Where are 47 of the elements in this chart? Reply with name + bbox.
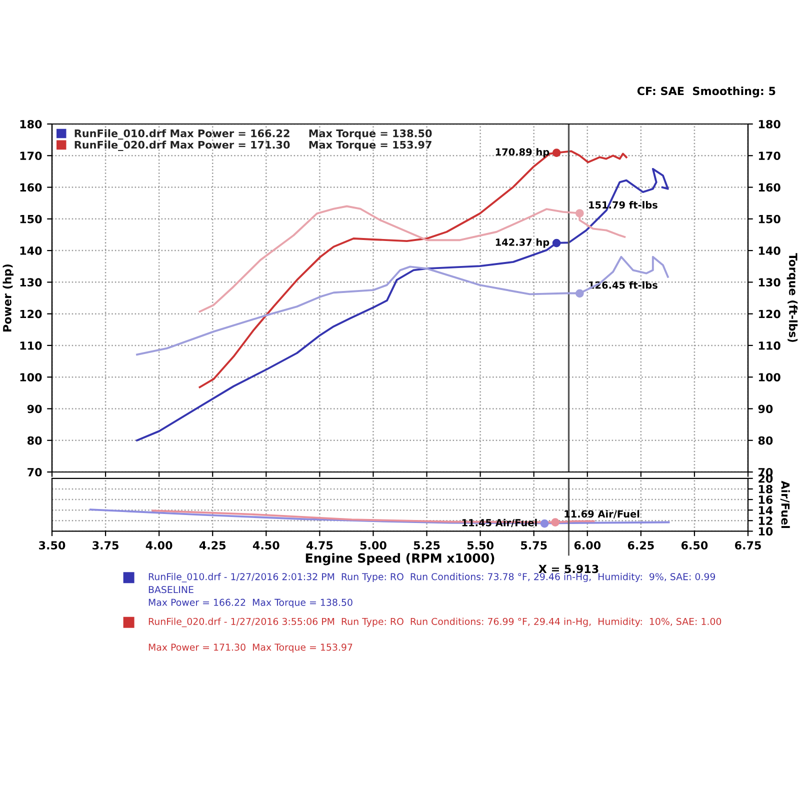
y2-axis-title: Torque (ft-lbs) — [786, 253, 798, 342]
y-tick-label: 80 — [27, 436, 42, 445]
annotation: 142.37 hp — [496, 238, 550, 248]
x-tick-label: 5.25 — [414, 541, 440, 550]
annotation: 170.89 hp — [496, 148, 550, 158]
x-axis-title: Engine Speed (RPM x1000) — [306, 553, 494, 566]
y-tick-label: 130 — [20, 278, 42, 287]
text: CF: SAE Smoothing: 5 — [637, 86, 776, 98]
y-tick-label: 160 — [20, 183, 42, 192]
x-tick-label: 3.75 — [92, 541, 118, 550]
y-tick-label: 70 — [28, 468, 42, 476]
y-tick-label: 100 — [20, 373, 42, 382]
text: RunFile_020.drf - 1/27/2016 3:55:06 PM Run Type: RO Run Conditions: 76.99 °F, 29.44 in-Hg, Humidity: 10%, SAE: 1.00 — [148, 618, 722, 628]
y-tick-label: 150 — [20, 214, 42, 224]
legend-label: RunFile_020.drf Max Power = 171.30 Max Torque = 153.97 — [74, 140, 432, 151]
x-tick-label: 6.75 — [734, 541, 761, 550]
ref-line-label: X = 5.913 — [538, 564, 598, 574]
y-axis-title: Power (hp) — [2, 264, 14, 332]
y-tick-label: 180 — [20, 120, 42, 128]
text: RunFile_010.drf - 1/27/2016 2:01:32 PM Run Type: RO Run Conditions: 73.78 °F, 29.46 in-Hg, Humidity: 9%, SAE: 0.99 — [148, 572, 716, 582]
x-tick-label: 6.00 — [574, 541, 601, 550]
y-axis-title: Air/Fuel — [780, 480, 790, 528]
y-tick-label: 110 — [20, 341, 42, 350]
legend-label: RunFile_010.drf Max Power = 166.22 Max Torque = 138.50 — [74, 129, 432, 140]
y-tick-label: 18 — [758, 484, 772, 494]
y-tick-label: 120 — [20, 310, 42, 318]
x-tick-label: 4.00 — [146, 541, 172, 550]
x-tick-label: 5.75 — [520, 541, 547, 550]
text: Max Power = 171.30 Max Torque = 153.97 — [148, 644, 352, 653]
y-tick-label: 140 — [20, 246, 42, 255]
x-tick-label: 4.25 — [199, 541, 226, 550]
y-tick-label: 12 — [758, 516, 772, 525]
y-tick-label: 16 — [758, 496, 773, 504]
text: Max Power = 166.22 Max Torque = 138.50 — [148, 598, 352, 608]
x-tick-label: 6.50 — [681, 541, 708, 550]
y-tick-label: 14 — [758, 506, 773, 514]
x-tick-label: 6.25 — [628, 541, 654, 550]
x-tick-label: 5.50 — [467, 541, 494, 550]
x-tick-label: 3.50 — [39, 541, 66, 550]
x-tick-label: 5.00 — [360, 541, 386, 550]
annotation: 11.45 Air/Fuel — [462, 518, 537, 528]
text: BASELINE — [148, 586, 194, 594]
x-tick-label: 4.50 — [252, 541, 280, 550]
y-tick-label: 10 — [758, 527, 773, 536]
x-tick-label: 4.75 — [306, 541, 333, 550]
y-tick-label: 170 — [20, 152, 42, 160]
y-tick-label: 90 — [27, 404, 42, 414]
